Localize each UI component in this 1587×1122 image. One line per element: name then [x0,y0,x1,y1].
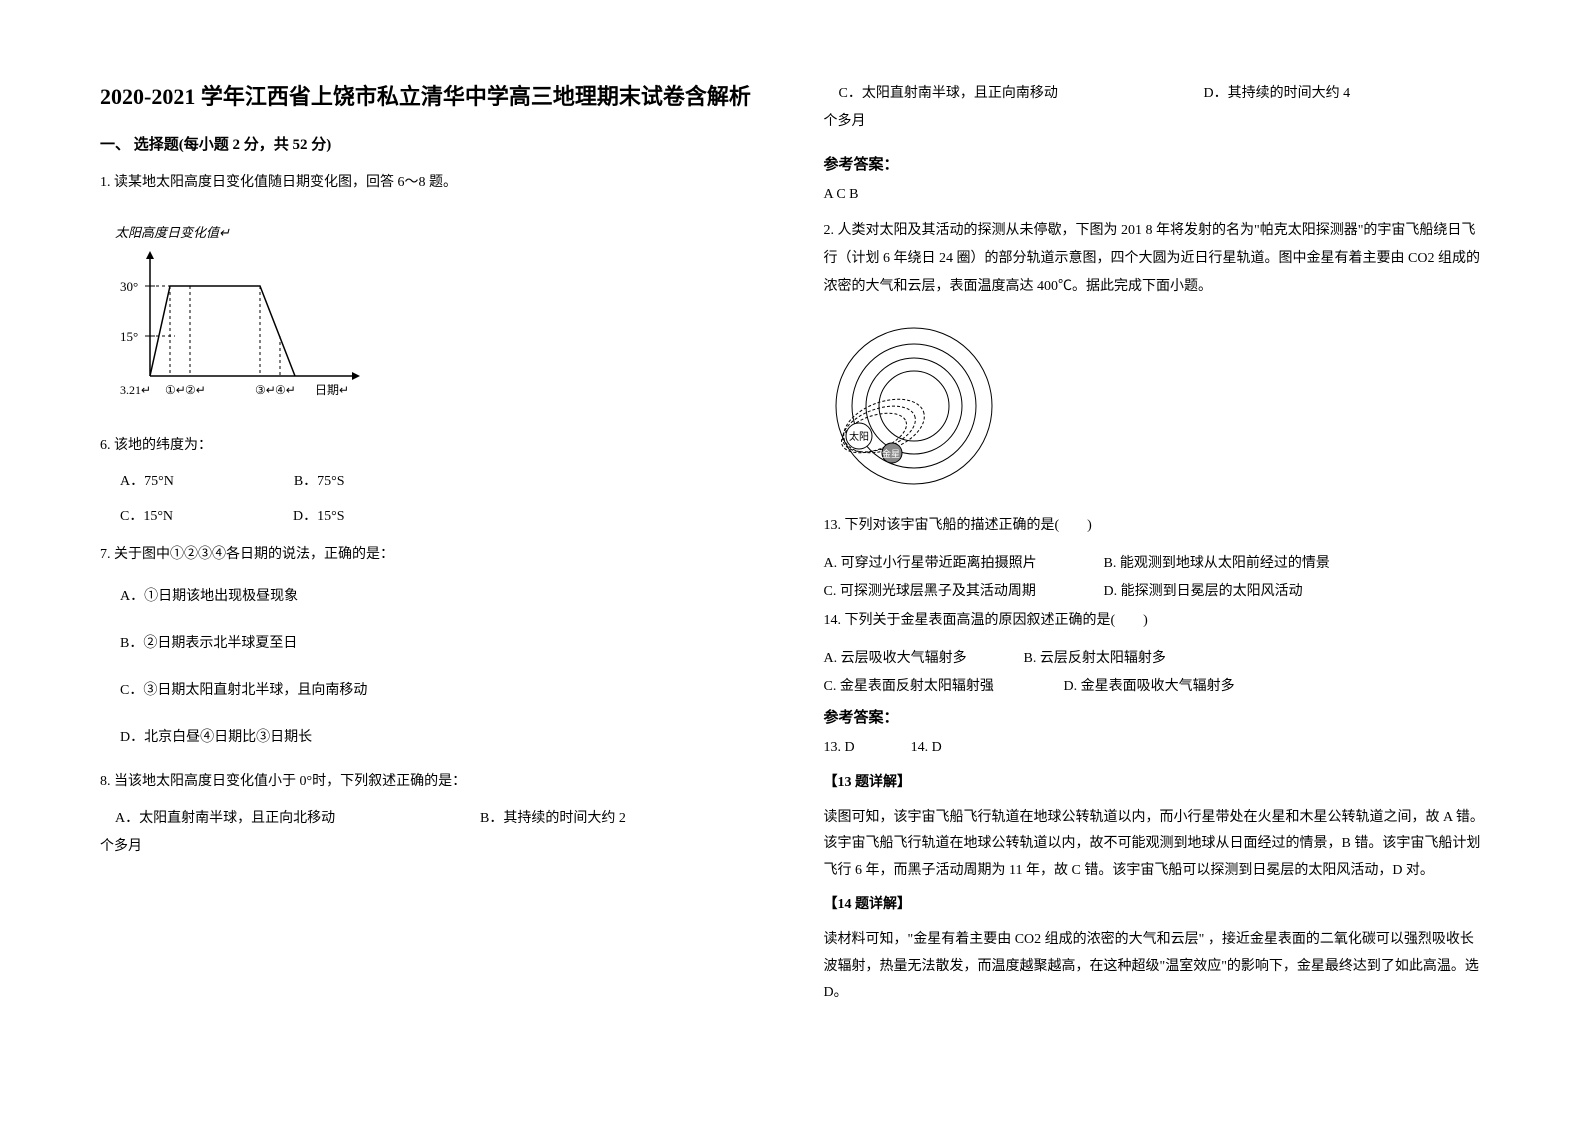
answer-label-2: 参考答案： [824,706,1488,727]
q6-text: 6. 该地的纬度为： [100,431,764,462]
answer-1: A C B [824,182,1488,207]
q14-opt-c: C. 金星表面反射太阳辐射强 [824,673,1064,701]
left-column: 2020-2021 学年江西省上饶市私立清华中学高三地理期末试卷含解析 一、 选… [100,80,764,1042]
q13-row2: C. 可探测光球层黑子及其活动周期 D. 能探测到日冕层的太阳风活动 [824,578,1488,606]
orbit-diagram: 太阳 金星 [824,321,1004,491]
section-header: 一、 选择题(每小题 2 分，共 52 分) [100,133,764,154]
q14-row1: A. 云层吸收大气辐射多 B. 云层反射太阳辐射多 [824,645,1488,673]
q7-opt-c: C．③日期太阳直射北半球，且向南移动 [100,673,764,708]
q8-row1: A．太阳直射南半球，且正向北移动 B．其持续的时间大约 2 [100,805,764,833]
q14-row2: C. 金星表面反射太阳辐射强 D. 金星表面吸收大气辐射多 [824,673,1488,701]
q1-intro: 1. 读某地太阳高度日变化值随日期变化图，回答 6～8 题。 [100,169,764,197]
svg-text:30°: 30° [120,279,138,294]
q6-opt-d: D．15°S [293,505,345,525]
q13-opt-c: C. 可探测光球层黑子及其活动周期 [824,578,1104,606]
q6-opt-b: B．75°S [294,470,345,490]
svg-text:3.21↵: 3.21↵ [120,383,151,397]
altitude-chart: 30° 15° 3.21↵ ①↵ ②↵ ③↵ ④↵ 日期↵ [115,246,375,406]
svg-text:太阳: 太阳 [849,430,869,443]
q14-opt-b: B. 云层反射太阳辐射多 [1024,645,1166,673]
svg-text:③↵: ③↵ [255,383,276,397]
orbit-container: 太阳 金星 [824,321,1488,496]
q14-opt-d: D. 金星表面吸收大气辐射多 [1064,673,1235,701]
q6-opt-c: C．15°N [120,505,173,525]
svg-text:②↵: ②↵ [185,383,206,397]
q8-text: 8. 当该地太阳高度日变化值小于 0°时，下列叙述正确的是： [100,767,764,798]
q13-opt-a: A. 可穿过小行星带近距离拍摄照片 [824,550,1104,578]
q8-opt-a: A．太阳直射南半球，且正向北移动 [100,805,480,833]
q8-opt-c: C．太阳直射南半球，且正向南移动 [824,80,1204,108]
svg-text:④↵: ④↵ [275,383,296,397]
q7-opt-a: A．①日期该地出现极昼现象 [100,579,764,614]
svg-text:15°: 15° [120,329,138,344]
q7-opt-b: B．②日期表示北半球夏至日 [100,626,764,661]
answer-label-1: 参考答案： [824,153,1488,174]
q13-row1: A. 可穿过小行星带近距离拍摄照片 B. 能观测到地球从太阳前经过的情景 [824,550,1488,578]
q6-opt-a: A．75°N [120,470,174,490]
q14-text: 14. 下列关于金星表面高温的原因叙述正确的是( ) [824,606,1488,637]
q6-options-row1: A．75°N B．75°S [100,470,764,490]
q7-opt-d: D．北京白昼④日期比③日期长 [100,720,764,755]
q13-opt-b: B. 能观测到地球从太阳前经过的情景 [1104,550,1330,578]
q14-opt-a: A. 云层吸收大气辐射多 [824,645,1024,673]
exam-title: 2020-2021 学年江西省上饶市私立清华中学高三地理期末试卷含解析 [100,80,764,113]
q2-intro: 2. 人类对太阳及其活动的探测从未停歇，下图为 201 8 年将发射的名为"帕克… [824,217,1488,301]
right-column: C．太阳直射南半球，且正向南移动 D．其持续的时间大约 4 个多月 参考答案： … [824,80,1488,1042]
svg-text:金星: 金星 [882,448,900,459]
q7-text: 7. 关于图中①②③④各日期的说法，正确的是： [100,540,764,571]
q8-opt-b: B．其持续的时间大约 2 [480,805,626,833]
svg-text:①↵: ①↵ [165,383,186,397]
q8-opt-d: D．其持续的时间大约 4 [1204,80,1351,108]
q8-b-cont: 个多月 [100,833,764,861]
q8-d-cont: 个多月 [824,108,1488,136]
chart-label: 太阳高度日变化值↵ [115,222,764,241]
exp13-label: 【13 题详解】 [824,770,1488,797]
exp14-label: 【14 题详解】 [824,892,1488,919]
q13-text: 13. 下列对该宇宙飞船的描述正确的是( ) [824,511,1488,542]
q6-options-row2: C．15°N D．15°S [100,505,764,525]
svg-text:日期↵: 日期↵ [315,383,349,397]
chart-container: 太阳高度日变化值↵ 30° 15° 3.21↵ ①↵ ②↵ ③↵ ④↵ 日期↵ [115,222,764,411]
exp13-text: 读图可知，该宇宙飞船飞行轨道在地球公转轨道以内，而小行星带处在火星和木星公转轨道… [824,805,1488,885]
exp14-text: 读材料可知，"金星有着主要由 CO2 组成的浓密的大气和云层" ，接近金星表面的… [824,927,1488,1007]
answer-2: 13. D 14. D [824,735,1488,760]
q13-opt-d: D. 能探测到日冕层的太阳风活动 [1104,578,1303,606]
q8-row2: C．太阳直射南半球，且正向南移动 D．其持续的时间大约 4 [824,80,1488,108]
